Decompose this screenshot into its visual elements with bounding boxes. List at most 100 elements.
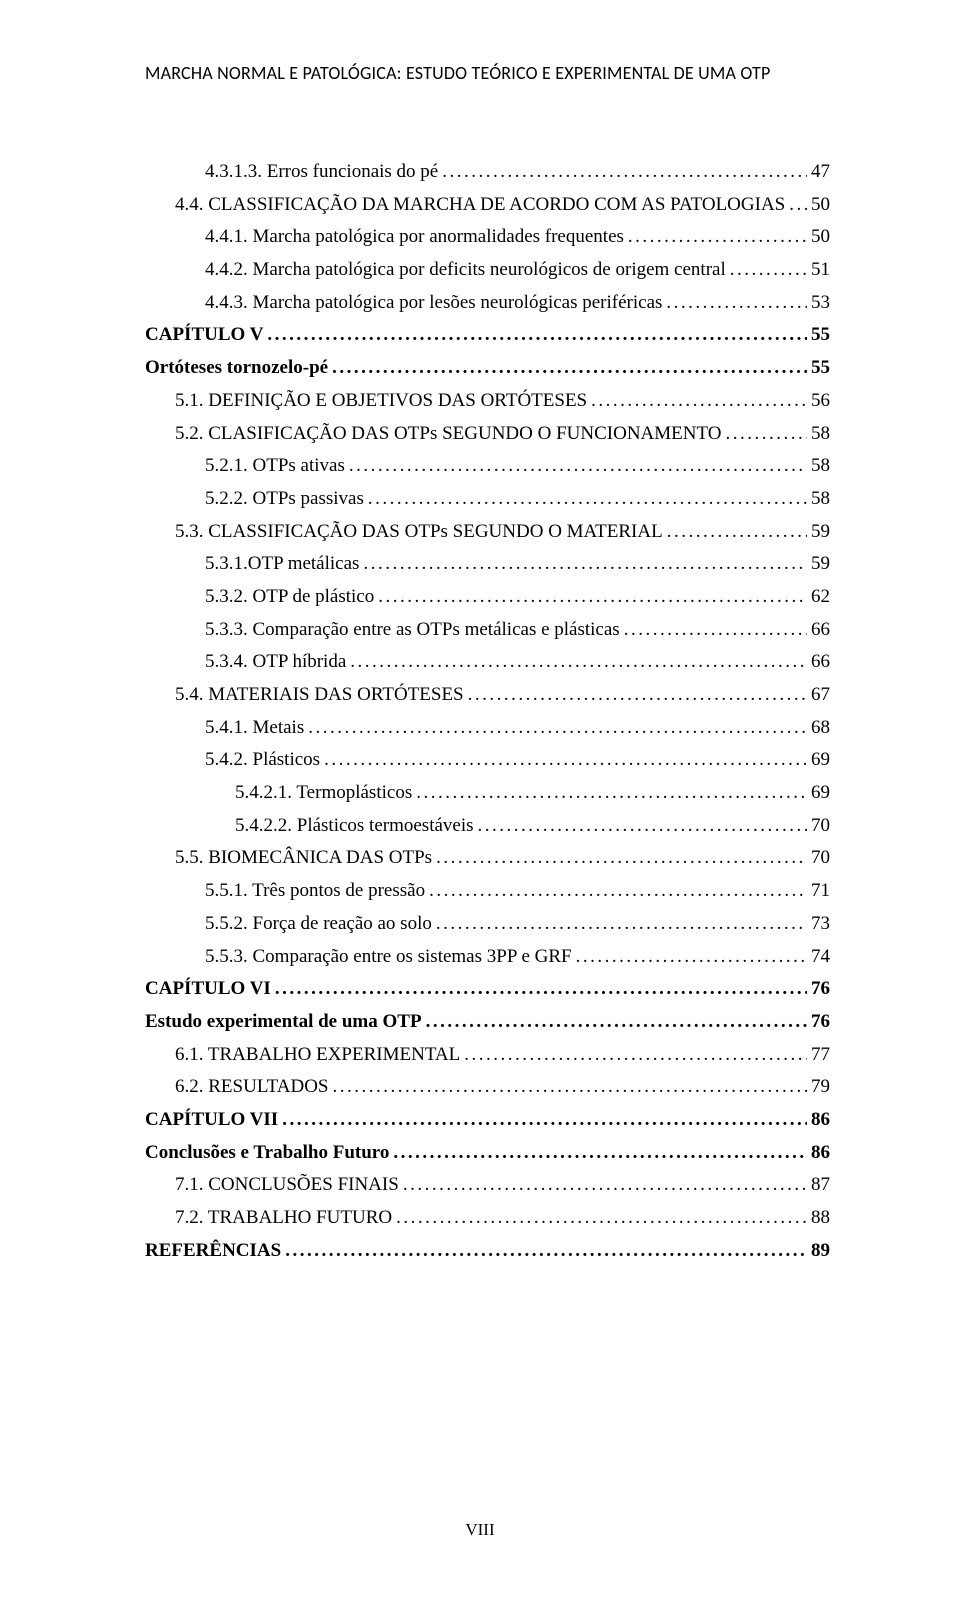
toc-row: CAPÍTULO V 55 bbox=[145, 325, 830, 344]
toc-row: 5.4. MATERIAIS DAS ORTÓTESES 67 bbox=[145, 685, 830, 704]
toc-label: 5.3.2. OTP de plástico bbox=[205, 587, 374, 606]
toc-leader bbox=[267, 325, 807, 344]
toc-leader bbox=[789, 195, 807, 214]
toc-label: 5.5.2. Força de reação ao solo bbox=[205, 914, 432, 933]
toc-leader bbox=[730, 260, 807, 279]
toc-row: Ortóteses tornozelo-pé55 bbox=[145, 358, 830, 377]
toc-row: 6.2. RESULTADOS 79 bbox=[145, 1077, 830, 1096]
toc-leader bbox=[591, 391, 807, 410]
toc-row: 5.2.2. OTPs passivas58 bbox=[145, 489, 830, 508]
toc-page-number: 86 bbox=[811, 1143, 830, 1162]
toc-leader bbox=[403, 1175, 807, 1194]
toc-page-number: 89 bbox=[811, 1241, 830, 1260]
toc-row: 5.4.1. Metais68 bbox=[145, 718, 830, 737]
toc-label: 5.4. MATERIAIS DAS ORTÓTESES bbox=[175, 685, 464, 704]
toc-page-number: 58 bbox=[811, 456, 830, 475]
toc-row: 7.2. TRABALHO FUTURO 88 bbox=[145, 1208, 830, 1227]
toc-page-number: 59 bbox=[811, 554, 830, 573]
toc-page-number: 51 bbox=[811, 260, 830, 279]
toc-row: 5.1. DEFINIÇÃO E OBJETIVOS DAS ORTÓTESES… bbox=[145, 391, 830, 410]
toc-page-number: 67 bbox=[811, 685, 830, 704]
toc-leader bbox=[416, 783, 807, 802]
toc-label: 4.4.1. Marcha patológica por anormalidad… bbox=[205, 227, 624, 246]
toc-page-number: 58 bbox=[811, 424, 830, 443]
toc-row: 5.4.2. Plásticos 69 bbox=[145, 750, 830, 769]
toc-row: 5.4.2.2. Plásticos termoestáveis 70 bbox=[145, 816, 830, 835]
page-header: MARCHA NORMAL E PATOLÓGICA: ESTUDO TEÓRI… bbox=[145, 62, 830, 84]
toc-leader bbox=[378, 587, 807, 606]
toc-leader bbox=[308, 718, 807, 737]
toc-page-number: 79 bbox=[811, 1077, 830, 1096]
page-number-footer: VIII bbox=[0, 1520, 960, 1540]
toc-label: 5.3.4. OTP híbrida bbox=[205, 652, 346, 671]
toc-leader bbox=[468, 685, 807, 704]
toc-label: Ortóteses tornozelo-pé bbox=[145, 358, 328, 377]
toc-label: 7.2. TRABALHO FUTURO bbox=[175, 1208, 392, 1227]
toc-page-number: 66 bbox=[811, 652, 830, 671]
table-of-contents: 4.3.1.3. Erros funcionais do pé474.4. CL… bbox=[145, 162, 830, 1260]
toc-label: 5.4.1. Metais bbox=[205, 718, 304, 737]
toc-leader bbox=[426, 1012, 807, 1031]
toc-leader bbox=[624, 620, 807, 639]
toc-leader bbox=[436, 848, 807, 867]
toc-leader bbox=[350, 652, 807, 671]
toc-page-number: 55 bbox=[811, 325, 830, 344]
toc-label: 5.5.1. Três pontos de pressão bbox=[205, 881, 425, 900]
toc-label: 4.3.1.3. Erros funcionais do pé bbox=[205, 162, 438, 181]
toc-label: REFERÊNCIAS bbox=[145, 1241, 281, 1260]
toc-page-number: 47 bbox=[811, 162, 830, 181]
toc-label: CAPÍTULO VI bbox=[145, 979, 271, 998]
toc-label: 4.4.3. Marcha patológica por lesões neur… bbox=[205, 293, 662, 312]
toc-leader bbox=[332, 358, 807, 377]
toc-page-number: 70 bbox=[811, 816, 830, 835]
toc-row: REFERÊNCIAS 89 bbox=[145, 1241, 830, 1260]
toc-page-number: 59 bbox=[811, 522, 830, 541]
toc-row: 4.4.3. Marcha patológica por lesões neur… bbox=[145, 293, 830, 312]
toc-label: 5.4.2.2. Plásticos termoestáveis bbox=[235, 816, 474, 835]
toc-page-number: 73 bbox=[811, 914, 830, 933]
toc-row: 5.5.3. Comparação entre os sistemas 3PP … bbox=[145, 947, 830, 966]
toc-leader bbox=[363, 554, 807, 573]
toc-page-number: 77 bbox=[811, 1045, 830, 1064]
toc-page-number: 56 bbox=[811, 391, 830, 410]
toc-leader bbox=[333, 1077, 808, 1096]
toc-page-number: 69 bbox=[811, 750, 830, 769]
toc-page-number: 50 bbox=[811, 195, 830, 214]
toc-row: 5.3. CLASSIFICAÇÃO DAS OTPs SEGUNDO O MA… bbox=[145, 522, 830, 541]
toc-label: Conclusões e Trabalho Futuro bbox=[145, 1143, 389, 1162]
toc-row: 5.3.4. OTP híbrida 66 bbox=[145, 652, 830, 671]
toc-row: 5.5.2. Força de reação ao solo 73 bbox=[145, 914, 830, 933]
toc-label: 5.5. BIOMECÂNICA DAS OTPs bbox=[175, 848, 432, 867]
toc-label: CAPÍTULO V bbox=[145, 325, 263, 344]
toc-leader bbox=[285, 1241, 807, 1260]
document-page: MARCHA NORMAL E PATOLÓGICA: ESTUDO TEÓRI… bbox=[0, 0, 960, 1608]
toc-label: 5.3.3. Comparação entre as OTPs metálica… bbox=[205, 620, 620, 639]
toc-label: 5.4.2.1. Termoplásticos bbox=[235, 783, 412, 802]
toc-page-number: 86 bbox=[811, 1110, 830, 1129]
toc-leader bbox=[725, 424, 807, 443]
toc-row: 5.5. BIOMECÂNICA DAS OTPs 70 bbox=[145, 848, 830, 867]
toc-row: 5.4.2.1. Termoplásticos69 bbox=[145, 783, 830, 802]
toc-page-number: 53 bbox=[811, 293, 830, 312]
toc-label: 5.5.3. Comparação entre os sistemas 3PP … bbox=[205, 947, 572, 966]
toc-row: 5.3.2. OTP de plástico62 bbox=[145, 587, 830, 606]
toc-label: 6.2. RESULTADOS bbox=[175, 1077, 329, 1096]
toc-leader bbox=[282, 1110, 807, 1129]
toc-page-number: 70 bbox=[811, 848, 830, 867]
toc-row: CAPÍTULO VII 86 bbox=[145, 1110, 830, 1129]
toc-row: CAPÍTULO VI76 bbox=[145, 979, 830, 998]
toc-label: CAPÍTULO VII bbox=[145, 1110, 278, 1129]
toc-label: 5.4.2. Plásticos bbox=[205, 750, 320, 769]
toc-leader bbox=[628, 227, 807, 246]
toc-page-number: 88 bbox=[811, 1208, 830, 1227]
toc-page-number: 87 bbox=[811, 1175, 830, 1194]
toc-label: 5.2.2. OTPs passivas bbox=[205, 489, 364, 508]
toc-leader bbox=[396, 1208, 807, 1227]
toc-leader bbox=[667, 522, 807, 541]
toc-row: Estudo experimental de uma OTP76 bbox=[145, 1012, 830, 1031]
toc-leader bbox=[368, 489, 807, 508]
toc-row: 5.2. CLASIFICAÇÃO DAS OTPs SEGUNDO O FUN… bbox=[145, 424, 830, 443]
toc-row: 5.3.3. Comparação entre as OTPs metálica… bbox=[145, 620, 830, 639]
toc-leader bbox=[349, 456, 807, 475]
toc-page-number: 71 bbox=[811, 881, 830, 900]
